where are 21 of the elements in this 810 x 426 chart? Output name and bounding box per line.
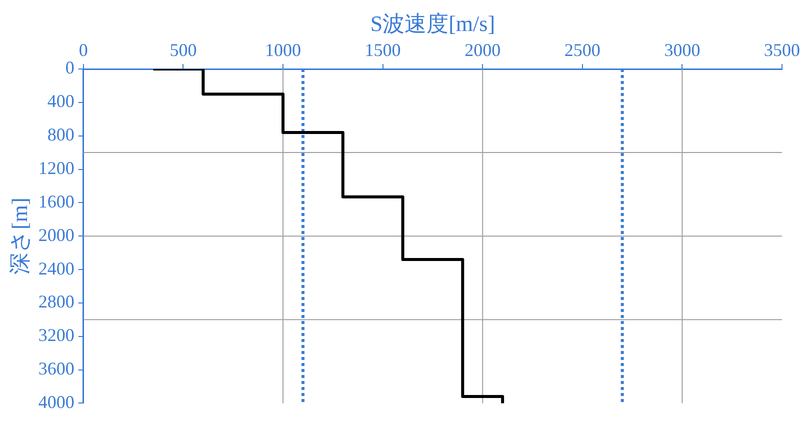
y-tick-label: 2400 <box>38 258 74 278</box>
y-tick-label: 1200 <box>38 158 74 178</box>
x-tick-label: 2500 <box>564 40 600 60</box>
y-tick-label: 400 <box>47 91 74 112</box>
x-tick-label: 3000 <box>664 40 700 60</box>
y-axis-title: 深さ[m] <box>6 198 32 274</box>
x-axis-title: S波速度[m/s] <box>370 10 496 36</box>
y-tick-label: 1600 <box>38 191 74 212</box>
y-tick-label: 0 <box>65 58 74 78</box>
y-tick-label: 4000 <box>38 392 74 412</box>
y-tick-label: 2800 <box>38 292 74 312</box>
x-tick-label: 1000 <box>265 40 301 60</box>
x-tick-label: 3500 <box>764 40 800 60</box>
y-tick-label: 3600 <box>38 358 74 379</box>
x-tick-label: 1500 <box>364 40 401 60</box>
x-tick-label: 0 <box>78 40 88 60</box>
x-tick-label: 2000 <box>464 40 501 60</box>
y-tick-label: 3200 <box>38 325 74 346</box>
x-tick-label: 500 <box>170 40 197 60</box>
y-tick-label: 2000 <box>38 224 74 245</box>
y-tick-label: 800 <box>47 124 74 145</box>
